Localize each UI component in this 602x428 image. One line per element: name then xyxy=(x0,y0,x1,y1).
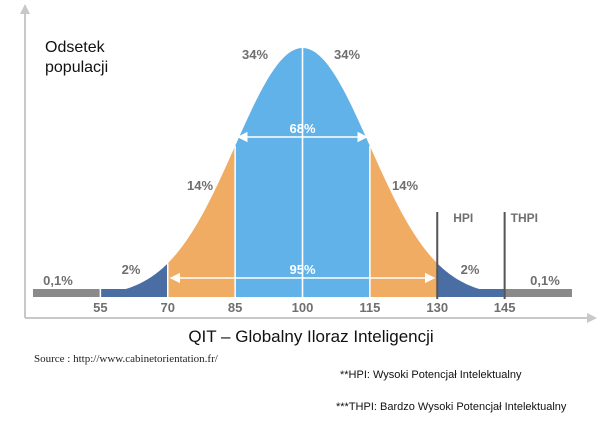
band-6 xyxy=(437,263,505,297)
x-tick-labels: 55 70 85 100 115 130 145 xyxy=(93,300,515,315)
band-percent-label-1: 2% xyxy=(122,262,141,277)
band-1 xyxy=(100,263,168,297)
x-tick-label-0: 55 xyxy=(93,300,107,315)
distribution-bands xyxy=(33,48,572,297)
x-tick-label-6: 145 xyxy=(494,300,516,315)
marker-label-0: HPI xyxy=(453,211,473,225)
band-percent-label-4: 34% xyxy=(334,47,360,62)
thpi-footnote: ***THPI: Bardzo Wysoki Potencjał Intelek… xyxy=(336,401,567,413)
x-tick-label-5: 130 xyxy=(426,300,448,315)
y-axis-label-line-1: Odsetek xyxy=(45,39,106,56)
x-axis-label: QIT – Globalny Iloraz Inteligencji xyxy=(188,327,433,346)
band-2 xyxy=(167,145,236,297)
x-axis-arrow xyxy=(587,313,597,323)
band-5 xyxy=(369,145,438,297)
y-axis-label-line-2: populacji xyxy=(45,59,108,76)
x-tick-label-2: 85 xyxy=(228,300,242,315)
range-arrows: 68%95% xyxy=(169,52,436,297)
band-3 xyxy=(235,48,303,297)
y-axis-arrow xyxy=(20,4,30,14)
x-tick-label-1: 70 xyxy=(161,300,175,315)
band-percent-label-7: 0,1% xyxy=(530,273,560,288)
band-4 xyxy=(302,48,370,297)
band-percent-label-0: 0,1% xyxy=(43,273,73,288)
band-percent-label-6: 2% xyxy=(461,262,480,277)
band-0 xyxy=(33,289,101,297)
percent-labels: 0,1% 2% 14% 34% 34% 14% 2% 0,1% xyxy=(43,47,560,288)
hpi-footnote: **HPI: Wysoki Potencjał Intelektualny xyxy=(340,369,522,381)
x-tick-label-3: 100 xyxy=(292,300,314,315)
threshold-markers: HPI THPI xyxy=(436,211,538,299)
band-7 xyxy=(504,289,572,297)
band-percent-label-2: 14% xyxy=(187,178,213,193)
marker-label-1: THPI xyxy=(511,211,538,225)
band-percent-label-5: 14% xyxy=(392,178,418,193)
band-percent-label-3: 34% xyxy=(242,47,268,62)
source-caption: Source : http://www.cabinetorientation.f… xyxy=(34,353,218,365)
x-tick-label-4: 115 xyxy=(359,300,380,315)
